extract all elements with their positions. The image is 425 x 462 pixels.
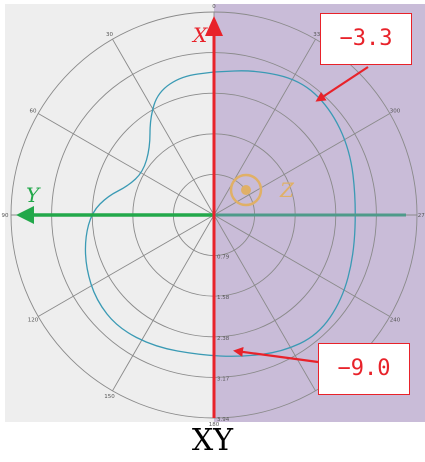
radial-label: 3.94	[217, 417, 230, 423]
angle-label: 90	[2, 213, 9, 219]
figure-caption: XY	[191, 423, 234, 458]
z-axis-ring	[229, 173, 263, 207]
y-axis-arrowhead	[16, 206, 34, 224]
angle-label: 270	[418, 213, 425, 219]
radial-label: 2.38	[217, 336, 230, 342]
radial-label: 0.79	[217, 255, 230, 261]
z-axis-dot	[241, 185, 251, 195]
radiation-pattern-curve	[84, 70, 356, 357]
grid-spoke	[213, 214, 391, 317]
angle-label: 60	[30, 109, 37, 115]
grid-spoke	[37, 113, 215, 216]
angle-labels: 0 30 60 90 120 150 180 240 270 300 330	[2, 4, 425, 428]
callout-outer-value: −3.3	[320, 13, 412, 65]
angle-label: 300	[390, 109, 401, 115]
radial-label: 3.17	[217, 376, 230, 382]
x-axis-arrowhead	[205, 16, 223, 36]
angle-label: 30	[106, 32, 113, 38]
callout-top-arrow	[315, 66, 369, 102]
y-axis-label: Y	[26, 183, 41, 207]
grid-spoke	[37, 214, 215, 317]
grid-spoke	[213, 214, 316, 392]
radial-labels: 0.79 1.58 2.38 3.17 3.94	[217, 255, 230, 423]
grid-spoke	[112, 38, 215, 216]
angle-label: 150	[104, 394, 115, 400]
angle-label: 330	[313, 32, 324, 38]
angle-label: 240	[390, 318, 401, 324]
grid-spoke	[213, 113, 391, 216]
radial-label: 1.58	[217, 295, 230, 301]
angle-label: 0	[212, 4, 216, 10]
grid-spoke	[112, 214, 215, 392]
callout-bottom-arrow	[233, 346, 319, 364]
callout-inner-value: −9.0	[318, 343, 410, 395]
z-axis-label: Z	[279, 178, 295, 202]
angle-label: 180	[209, 422, 220, 428]
left-half-background	[5, 4, 214, 422]
angle-label: 120	[28, 318, 39, 324]
x-axis-label: X	[191, 23, 208, 47]
